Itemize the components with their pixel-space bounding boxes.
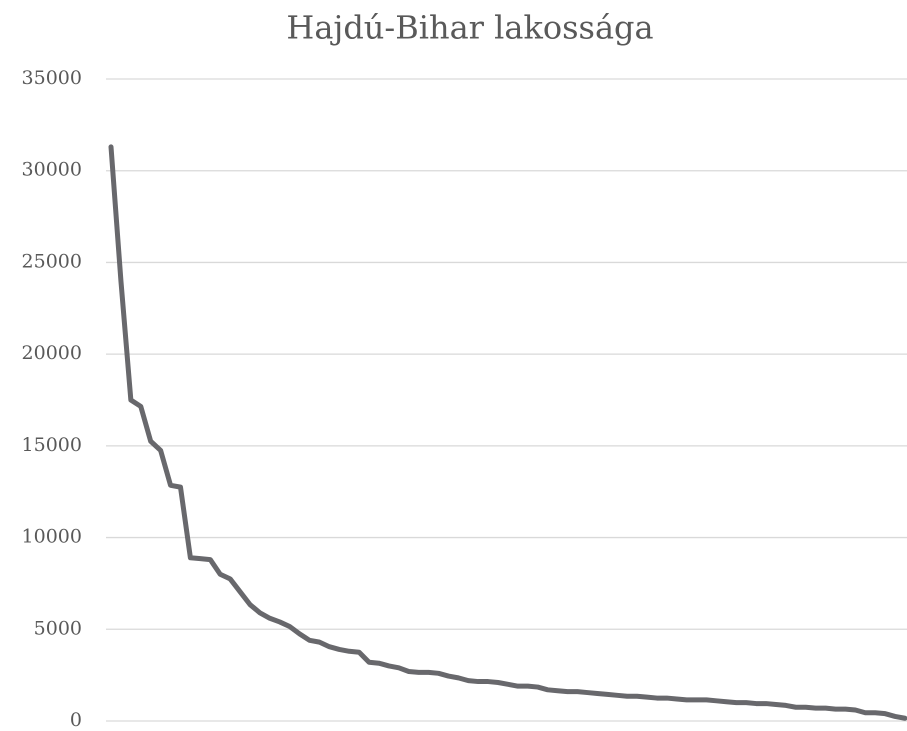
y-tick-label: 30000: [22, 159, 82, 181]
y-tick-label: 35000: [22, 67, 82, 89]
chart-title: Hajdú-Bihar lakossága: [286, 9, 653, 47]
y-tick-label: 20000: [22, 342, 82, 364]
y-tick-label: 10000: [22, 526, 82, 548]
y-tick-label: 15000: [22, 434, 82, 456]
y-tick-label: 0: [70, 709, 82, 731]
data-line: [108, 144, 907, 721]
y-tick-label: 25000: [22, 250, 82, 272]
y-tick-label: 5000: [34, 617, 82, 639]
